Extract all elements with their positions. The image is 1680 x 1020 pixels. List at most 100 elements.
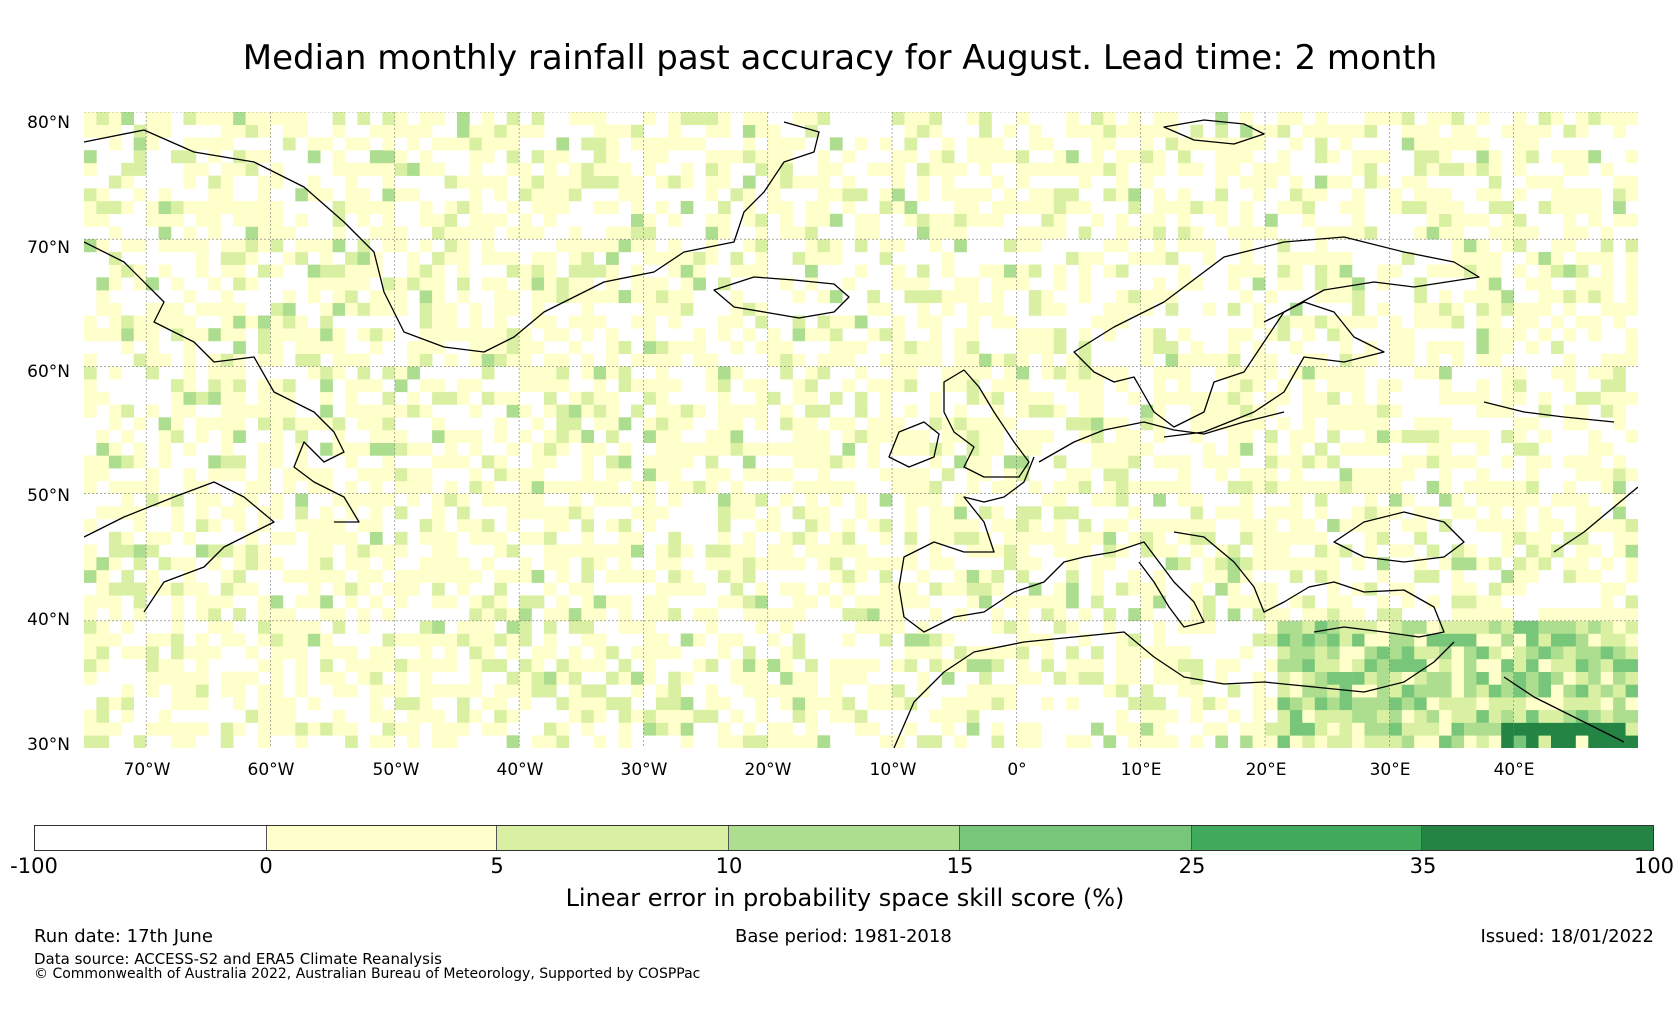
- skill-cell: [531, 188, 545, 202]
- skill-cell: [829, 684, 843, 698]
- skill-cell: [432, 251, 445, 265]
- skill-cell: [767, 328, 781, 342]
- skill-cell: [1613, 671, 1626, 685]
- skill-cell: [1066, 188, 1079, 202]
- skill-cell: [245, 315, 259, 329]
- skill-cell: [991, 480, 1005, 494]
- skill-cell: [643, 328, 657, 342]
- skill-cell: [494, 213, 507, 227]
- map-panel[interactable]: [84, 112, 1638, 748]
- skill-cell: [1327, 175, 1340, 189]
- skill-cell: [220, 201, 234, 214]
- skill-cell: [780, 341, 793, 354]
- skill-cell: [1053, 544, 1067, 558]
- skill-cell: [842, 697, 856, 711]
- skill-cell: [1625, 633, 1638, 647]
- skill-cell: [382, 302, 396, 316]
- skill-cell: [1426, 353, 1440, 367]
- skill-cell: [1339, 379, 1353, 393]
- skill-cell: [506, 112, 520, 125]
- skill-cell: [755, 341, 768, 354]
- skill-cell: [631, 544, 644, 558]
- skill-cell: [1327, 379, 1340, 393]
- skill-cell: [345, 162, 358, 176]
- skill-cell: [1016, 175, 1030, 189]
- skill-cell: [1538, 735, 1552, 748]
- skill-cell: [233, 722, 246, 736]
- skill-cell: [1426, 480, 1440, 494]
- skill-cell: [1227, 430, 1241, 443]
- skill-cell: [916, 671, 930, 685]
- skill-cell: [1488, 277, 1502, 291]
- skill-cell: [767, 150, 781, 164]
- skill-cell: [1140, 213, 1154, 227]
- skill-cell: [1476, 290, 1490, 304]
- skill-cell: [1563, 646, 1577, 660]
- skill-cell: [481, 251, 495, 265]
- skill-cell: [941, 226, 955, 240]
- skill-cell: [668, 468, 681, 482]
- skill-cell: [1277, 328, 1291, 342]
- skill-cell: [879, 251, 893, 265]
- skill-cell: [1476, 315, 1490, 329]
- skill-cell: [842, 417, 856, 431]
- skill-cell: [282, 608, 296, 622]
- skill-cell: [916, 124, 930, 138]
- skill-cell: [593, 124, 607, 138]
- skill-cell: [469, 620, 483, 634]
- skill-cell: [506, 671, 520, 685]
- skill-cell: [444, 442, 458, 456]
- skill-cell: [655, 417, 669, 431]
- skill-cell: [419, 150, 433, 164]
- skill-cell: [1240, 468, 1253, 482]
- skill-cell: [1041, 391, 1054, 405]
- skill-cell: [357, 582, 371, 596]
- skill-cell: [1575, 188, 1589, 202]
- skill-cell: [1041, 608, 1054, 622]
- skill-cell: [1575, 544, 1589, 558]
- skill-cell: [842, 341, 856, 354]
- skill-cell: [195, 430, 209, 443]
- skill-cell: [345, 659, 358, 672]
- skill-cell: [1513, 557, 1527, 571]
- skill-cell: [1339, 646, 1353, 660]
- skill-cell: [220, 430, 234, 443]
- skill-cell: [171, 506, 184, 520]
- skill-cell: [1028, 188, 1042, 202]
- skill-cell: [1004, 366, 1017, 380]
- skill-cell: [320, 264, 333, 278]
- skill-cell: [357, 557, 371, 571]
- skill-cell: [171, 620, 184, 634]
- skill-cell: [195, 544, 209, 558]
- skill-cell: [1488, 315, 1502, 329]
- skill-cell: [742, 213, 756, 227]
- skill-cell: [1004, 124, 1017, 138]
- skill-cell: [1352, 290, 1365, 304]
- skill-cell: [655, 353, 669, 367]
- skill-cell: [1041, 328, 1054, 342]
- skill-cell: [183, 582, 197, 596]
- skill-cell: [1613, 417, 1626, 431]
- skill-cell: [1178, 188, 1191, 202]
- skill-cell: [1600, 684, 1614, 698]
- skill-cell: [1575, 684, 1589, 698]
- skill-cell: [606, 493, 619, 507]
- skill-cell: [1028, 137, 1042, 151]
- skill-cell: [1053, 506, 1067, 520]
- skill-cell: [1376, 175, 1390, 189]
- skill-cell: [742, 569, 756, 583]
- skill-cell: [1128, 290, 1141, 304]
- skill-cell: [1376, 722, 1390, 736]
- skill-cell: [369, 290, 383, 304]
- skill-cell: [1401, 671, 1415, 685]
- skill-cell: [419, 302, 433, 316]
- skill-cell: [1041, 302, 1054, 316]
- skill-cell: [1289, 112, 1303, 125]
- skill-cell: [792, 175, 806, 189]
- skill-cell: [767, 519, 781, 532]
- skill-cell: [432, 735, 445, 748]
- skill-cell: [1004, 531, 1017, 545]
- skill-cell: [730, 671, 744, 685]
- skill-cell: [1289, 251, 1303, 265]
- skill-cell: [481, 697, 495, 711]
